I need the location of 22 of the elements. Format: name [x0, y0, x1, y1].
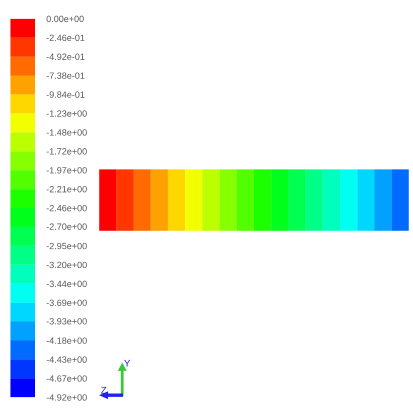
color-bar-label: -2.46e-01: [46, 34, 84, 42]
color-bar-label: -1.48e+00: [46, 129, 87, 136]
text: Y: [124, 360, 130, 367]
color-bar-label: -3.44e+00: [46, 280, 87, 288]
color-bar-label: -3.93e+00: [46, 318, 87, 324]
color-bar-label: 0.00e+00: [46, 16, 84, 22]
color-bar-label: -1.23e+00: [46, 110, 87, 117]
color-bar-label: -2.95e+00: [46, 242, 87, 250]
color-bar-label: -2.46e+00: [46, 204, 87, 212]
color-bar-label: -1.72e+00: [46, 148, 87, 155]
color-bar-label: -2.70e+00: [46, 223, 87, 230]
color-bar-label: -4.18e+00: [46, 337, 87, 344]
color-bar-label: -4.92e+00: [46, 394, 87, 401]
color-bar-label: -4.92e-01: [46, 54, 84, 60]
color-bar-label: -3.20e+00: [46, 262, 87, 268]
color-bar-label: -9.84e-01: [46, 91, 84, 98]
color-bar-label: -4.67e+00: [46, 375, 87, 382]
color-bar-label: -2.21e+00: [46, 186, 87, 192]
color-bar-label: -7.38e-01: [46, 72, 84, 79]
color-bar-label: -3.69e+00: [46, 300, 87, 306]
color-bar-label: -1.97e+00: [46, 167, 87, 174]
color-bar-label: -4.43e+00: [46, 356, 87, 363]
